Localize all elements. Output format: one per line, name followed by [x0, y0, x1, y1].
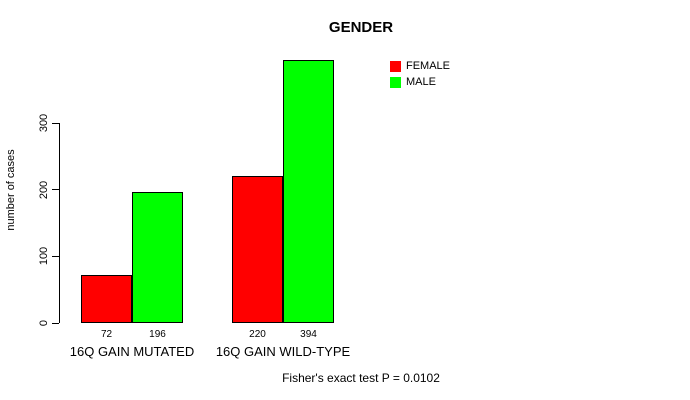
y-tick-label: 0 [38, 319, 50, 327]
legend-item-male: MALE [390, 77, 450, 88]
y-tick-label: 200 [38, 180, 50, 199]
legend-label-female: FEMALE [406, 60, 451, 72]
chart-title: GENDER [328, 19, 394, 36]
y-tick-mark [52, 322, 59, 324]
legend-item-female: FEMALE [390, 61, 450, 72]
bar-female-group2 [232, 176, 283, 323]
statistical-test-annotation: Fisher's exact test P = 0.0102 [282, 371, 440, 385]
category-label-wildtype: 16Q GAIN WILD-TYPE [215, 344, 351, 359]
bar-male-group2 [283, 60, 334, 323]
bar-male-group1 [132, 192, 183, 323]
bar-value-label: 220 [249, 329, 266, 340]
category-label-mutated: 16Q GAIN MUTATED [69, 344, 195, 359]
y-axis-label: number of cases [5, 149, 17, 231]
legend-swatch-female [390, 61, 401, 72]
bar-value-label: 196 [149, 329, 166, 340]
y-tick-mark [52, 255, 59, 257]
bar-value-label: 394 [300, 329, 317, 340]
y-axis-line [59, 123, 60, 323]
y-tick-label: 300 [38, 113, 50, 133]
legend: FEMALE MALE [390, 61, 450, 88]
y-tick-mark [52, 122, 59, 124]
bar-female-group1 [81, 275, 132, 323]
y-tick-mark [52, 189, 59, 191]
y-tick-label: 100 [38, 247, 50, 266]
legend-swatch-male [390, 77, 401, 88]
legend-label-male: MALE [406, 76, 436, 88]
bar-value-label: 72 [100, 329, 113, 340]
